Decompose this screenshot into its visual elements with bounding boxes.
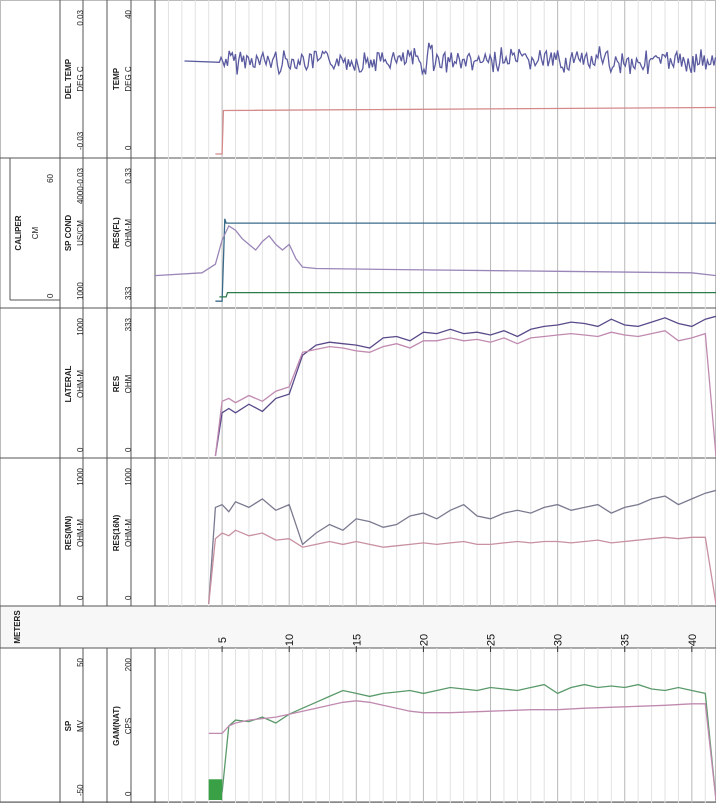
header-scale-max: 50	[76, 657, 85, 666]
depth-tick-labels: 5 10 15 20 25 30 35 40	[217, 634, 699, 652]
header-scale-max: 40	[124, 9, 133, 18]
depth-tick-label: 15	[351, 634, 363, 646]
curve-sp-cond	[219, 291, 716, 298]
curve-res-mn-	[208, 489, 716, 605]
curve-gam-nat-	[208, 700, 716, 801]
header-name: CALIPER	[14, 215, 23, 250]
header-scale-max: 4000-0.03	[76, 167, 85, 204]
header-scale-max: 0.03	[76, 9, 85, 25]
header-unit: OHM-M	[76, 519, 85, 547]
curves	[154, 42, 716, 801]
depth-tick-label: 5	[217, 637, 229, 643]
depth-band	[0, 605, 716, 649]
header-scale-min: -0.03	[76, 131, 85, 150]
header-scale-min: 0	[76, 447, 85, 452]
header-scale-max: 333	[124, 317, 133, 331]
header-unit: CM	[31, 226, 40, 239]
curve-res	[214, 330, 716, 457]
header-unit: DEG C	[124, 66, 133, 92]
header-name: LATERAL	[64, 366, 73, 403]
header-scale-max: 1000	[76, 467, 85, 485]
curve-lateral	[214, 315, 716, 457]
header-name: SP	[64, 720, 73, 731]
header-scale-min: 0	[124, 595, 133, 600]
depth-gridlines	[167, 0, 706, 803]
curve-sp	[221, 683, 716, 801]
header-name: DEL TEMP	[64, 58, 73, 99]
header-scale-min: 0	[46, 293, 55, 298]
curve-temp	[215, 106, 716, 155]
depth-axis-label: METERS	[13, 610, 22, 644]
header-scale-max: 60	[46, 173, 55, 182]
header-unit: MV	[76, 719, 85, 732]
curve-del-temp	[184, 42, 716, 76]
header-unit: OHM	[124, 374, 133, 393]
depth-tick-label: 20	[418, 634, 430, 646]
curve-res-fl-	[154, 224, 716, 277]
depth-tick-label: 25	[486, 634, 498, 646]
header-scale-max: 200	[124, 657, 133, 671]
header-name: RES	[112, 375, 121, 392]
sp-fill	[208, 779, 223, 800]
depth-tick-label: 35	[620, 634, 632, 646]
header-scale-min: 0	[124, 791, 133, 796]
header-name: SP COND	[64, 215, 73, 252]
header-unit: OHM-M	[76, 370, 85, 398]
header-scale-min: 333	[124, 286, 133, 300]
depth-tick-label: 40	[687, 634, 699, 646]
header-scale-min: 1000	[76, 282, 85, 300]
header-name: TEMP	[112, 67, 121, 90]
header-scale-min: 0	[124, 447, 133, 452]
header-scale-min: 0	[76, 595, 85, 600]
header-scale-max: 1000	[124, 467, 133, 485]
header-scale-max: 1000	[76, 317, 85, 335]
header-name: RES(MN)	[64, 516, 73, 551]
header-scale-min: -50	[76, 784, 85, 796]
header-name: GAM(NAT)	[112, 706, 121, 746]
header-unit: CPS	[124, 718, 133, 734]
depth-tick-label: 10	[284, 634, 296, 646]
depth-tick-label: 30	[553, 634, 565, 646]
header-unit: OHM-M	[124, 519, 133, 547]
header-unit: OHM-M	[124, 219, 133, 247]
curve-res-16n-	[208, 529, 716, 605]
header-unit: DEG C	[76, 66, 85, 92]
header-scale-max: 0.33	[124, 167, 133, 183]
curve-caliper	[215, 218, 716, 302]
header-scale-min: 0	[124, 145, 133, 150]
header-name: RES(16N)	[112, 514, 121, 551]
header-name: RES(FL)	[112, 217, 121, 249]
header-unit: US/CM	[76, 220, 85, 246]
